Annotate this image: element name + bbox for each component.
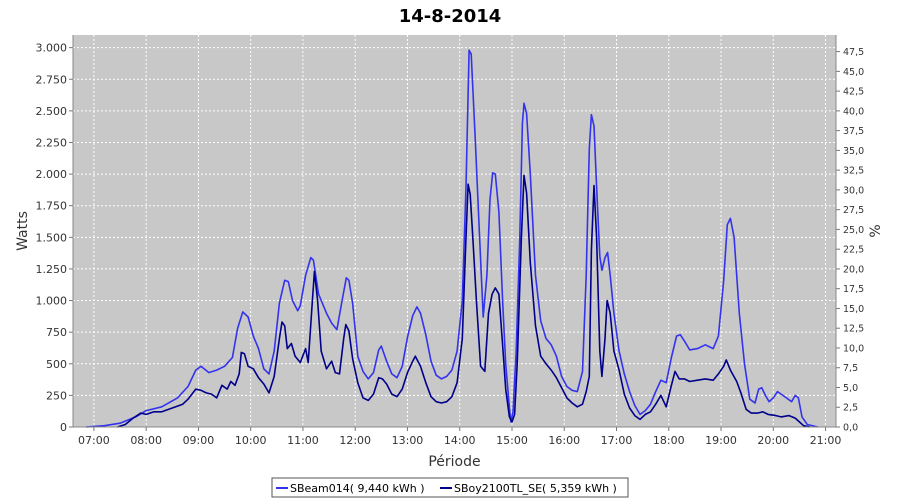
- x-tick-label: 20:00: [757, 434, 789, 447]
- y2-tick-label: 15,0: [843, 304, 864, 315]
- y-tick-label: 250: [46, 389, 67, 402]
- y2-tick-label: 22,5: [843, 245, 864, 256]
- y2-tick-label: 5,0: [843, 383, 858, 394]
- y-tick-label: 2.750: [36, 73, 68, 86]
- y-tick-label: 0: [60, 421, 67, 434]
- x-tick-label: 19:00: [705, 434, 737, 447]
- y-tick-label: 2.000: [36, 168, 68, 181]
- y2-tick-label: 10,0: [843, 343, 864, 354]
- y2-tick-label: 17,5: [843, 284, 864, 295]
- series-layer: [86, 49, 818, 428]
- y2-tick-label: 37,5: [843, 126, 864, 137]
- x-tick-label: 08:00: [130, 434, 162, 447]
- y-tick-label: 500: [46, 358, 67, 371]
- y2-tick-label: 12,5: [843, 324, 864, 335]
- axes: 0 250 500 750 1.000 1.250 1.500 1.750 2.000 2.250…: [36, 35, 864, 447]
- y2-tick-label: 20,0: [843, 264, 864, 275]
- x-tick-label: 15:00: [496, 434, 528, 447]
- y2-tick-label: 40,0: [843, 106, 864, 117]
- x-tick-label: 07:00: [78, 434, 110, 447]
- legend-entry-sbeam014: SBeam014( 9,440 kWh ): [290, 482, 425, 495]
- y2-tick-label: 30,0: [843, 185, 864, 196]
- chart-title: 14-8-2014: [399, 6, 502, 27]
- series-line-0: [86, 49, 818, 428]
- y-tick-label: 1.500: [36, 231, 68, 244]
- x-tick-label: 17:00: [601, 434, 633, 447]
- x-tick-label: 14:00: [444, 434, 476, 447]
- x-tick-label: 16:00: [548, 434, 580, 447]
- grid: [73, 35, 836, 428]
- y-tick-label: 1.000: [36, 295, 68, 308]
- y2-tick-label: 25,0: [843, 225, 864, 236]
- y2-tick-label: 7,5: [843, 363, 858, 374]
- y-tick-label: 1.250: [36, 263, 68, 276]
- y-tick-label: 750: [46, 326, 67, 339]
- x-tick-label: 12:00: [339, 434, 371, 447]
- x-tick-label: 18:00: [653, 434, 685, 447]
- y2-tick-label: 2,5: [843, 403, 858, 414]
- y2-tick-label: 45,0: [843, 67, 864, 78]
- y2-tick-label: 47,5: [843, 47, 864, 58]
- series-line-1: [117, 174, 811, 428]
- x-tick-label: 11:00: [287, 434, 319, 447]
- x-tick-label: 13:00: [392, 434, 424, 447]
- y-tick-label: 1.750: [36, 200, 68, 213]
- y-axis-label: Watts: [15, 211, 31, 251]
- y2-tick-label: 32,5: [843, 166, 864, 177]
- y2-axis-label: %: [868, 224, 884, 237]
- y2-tick-label: 42,5: [843, 87, 864, 98]
- y-tick-label: 2.500: [36, 105, 68, 118]
- y2-tick-label: 27,5: [843, 205, 864, 216]
- x-tick-label: 09:00: [183, 434, 215, 447]
- y2-tick-label: 35,0: [843, 146, 864, 157]
- x-axis-label: Période: [428, 454, 480, 470]
- legend-entry-sboy2100tl: SBoy2100TL_SE( 5,359 kWh ): [454, 482, 617, 495]
- y2-tick-label: 0,0: [843, 423, 858, 434]
- y-tick-label: 3.000: [36, 42, 68, 55]
- y-tick-label: 2.250: [36, 136, 68, 149]
- x-tick-label: 10:00: [235, 434, 267, 447]
- x-tick-label: 21:00: [810, 434, 842, 447]
- legend: SBeam014( 9,440 kWh ) SBoy2100TL_SE( 5,3…: [271, 477, 629, 498]
